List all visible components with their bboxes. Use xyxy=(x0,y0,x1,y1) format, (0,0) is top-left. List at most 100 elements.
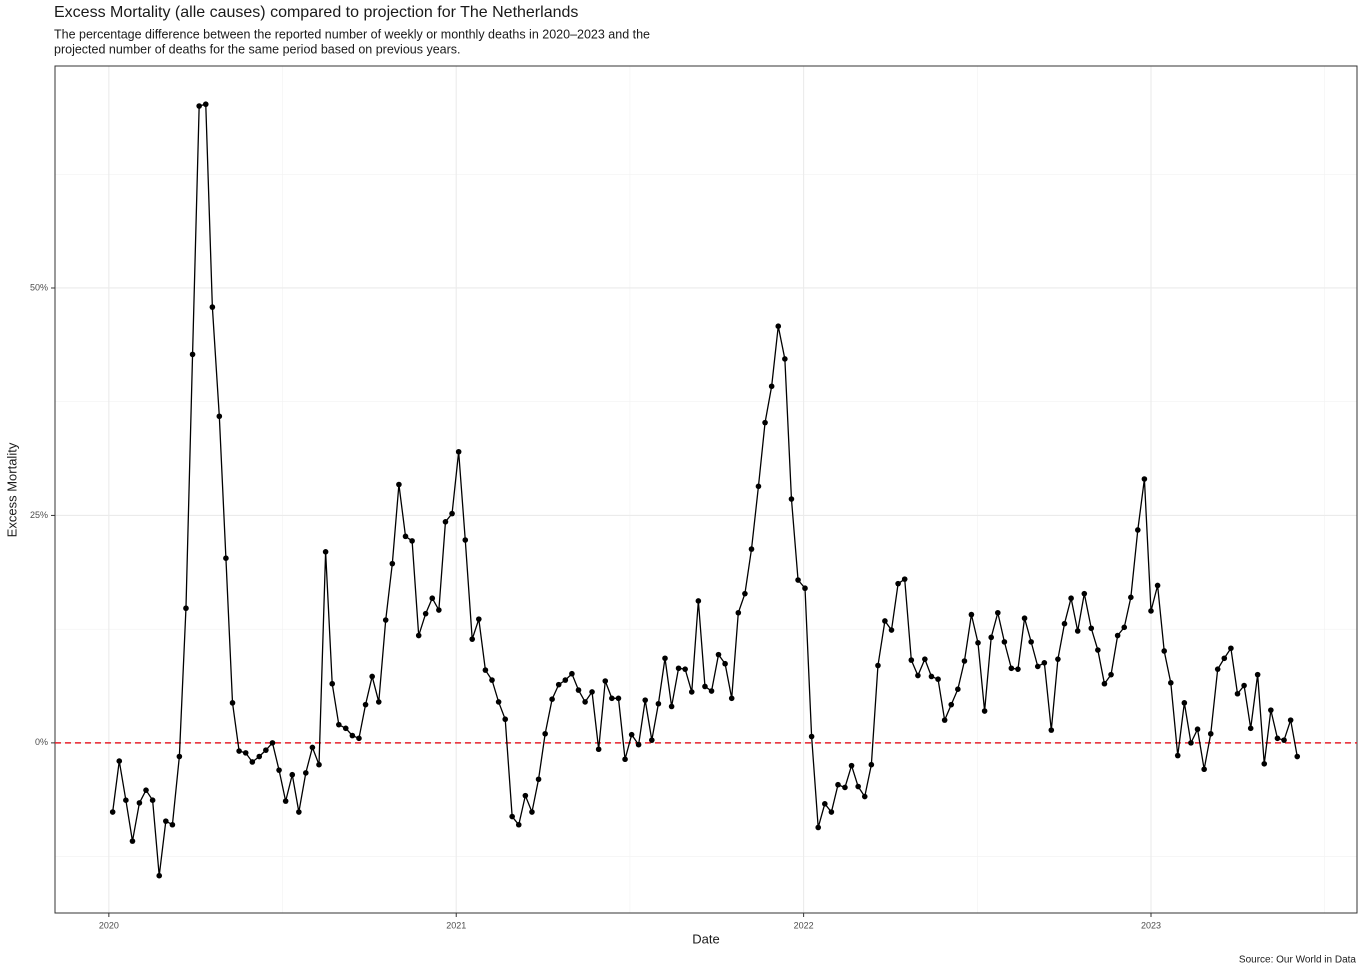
data-point xyxy=(642,697,649,703)
data-point xyxy=(755,483,762,490)
data-point xyxy=(1001,639,1008,645)
data-point xyxy=(495,699,502,705)
data-point xyxy=(309,744,316,751)
data-point xyxy=(429,595,436,602)
data-point xyxy=(482,667,489,673)
x-tick-label: 2020 xyxy=(99,920,119,930)
data-point xyxy=(808,733,815,740)
data-point xyxy=(535,776,542,783)
data-point xyxy=(375,699,382,705)
data-point xyxy=(129,838,136,844)
data-point xyxy=(609,695,615,702)
data-point xyxy=(183,605,189,612)
data-point xyxy=(555,681,562,688)
data-point xyxy=(782,356,788,362)
data-point xyxy=(282,798,289,804)
data-point xyxy=(1168,680,1174,686)
data-point xyxy=(515,821,522,828)
data-point xyxy=(708,688,715,694)
data-point xyxy=(875,662,881,669)
data-point xyxy=(735,609,742,616)
data-point xyxy=(542,730,548,737)
data-point xyxy=(575,687,582,693)
data-point xyxy=(1074,628,1081,634)
data-point xyxy=(502,716,509,723)
data-point xyxy=(209,304,216,310)
data-point xyxy=(1041,660,1048,666)
data-point xyxy=(562,677,569,683)
data-point xyxy=(303,770,309,776)
data-point xyxy=(775,323,782,329)
data-point xyxy=(176,753,183,760)
data-point xyxy=(342,725,349,732)
data-point xyxy=(269,740,276,746)
data-point xyxy=(442,518,449,525)
data-point xyxy=(509,813,515,820)
data-point xyxy=(469,636,476,642)
data-point xyxy=(655,700,662,707)
y-axis-label: Excess Mortality xyxy=(4,442,19,537)
data-point xyxy=(1101,680,1108,687)
data-point xyxy=(362,701,369,708)
data-point xyxy=(223,555,229,561)
data-point xyxy=(116,758,123,764)
data-point xyxy=(822,801,828,807)
data-point xyxy=(728,695,735,702)
data-point xyxy=(1254,671,1261,678)
chart-subtitle: projected number of deaths for the same … xyxy=(54,42,461,56)
data-point xyxy=(436,607,442,613)
data-point xyxy=(336,721,342,728)
data-point xyxy=(402,533,409,540)
data-point xyxy=(848,762,855,769)
data-point xyxy=(196,103,202,109)
data-point xyxy=(149,797,156,803)
data-point xyxy=(695,598,702,604)
data-point xyxy=(975,639,981,646)
data-point xyxy=(1228,645,1234,652)
data-point xyxy=(1008,665,1015,672)
data-point xyxy=(961,658,968,664)
data-point xyxy=(1061,620,1068,627)
data-point xyxy=(289,771,296,778)
data-point xyxy=(163,818,169,824)
data-point xyxy=(835,781,841,788)
data-point xyxy=(988,634,995,641)
data-point xyxy=(316,761,322,768)
data-point xyxy=(908,657,915,663)
data-point xyxy=(1021,615,1028,622)
data-point xyxy=(322,549,329,555)
data-point xyxy=(762,419,768,426)
data-point xyxy=(249,759,256,765)
data-point xyxy=(788,496,795,502)
data-point xyxy=(409,538,415,544)
data-point xyxy=(489,677,495,683)
data-point xyxy=(202,101,209,108)
data-point xyxy=(1188,740,1194,746)
data-point xyxy=(795,577,801,583)
data-point xyxy=(688,689,695,695)
data-point xyxy=(569,670,575,677)
chart-subtitle: The percentage difference between the re… xyxy=(54,27,650,41)
x-tick-label: 2023 xyxy=(1141,920,1161,930)
data-point xyxy=(895,580,901,587)
data-point xyxy=(628,731,635,738)
data-point xyxy=(216,413,223,420)
data-point xyxy=(589,689,595,695)
data-point xyxy=(955,686,961,692)
data-point xyxy=(422,610,429,617)
data-point xyxy=(349,732,356,739)
data-point xyxy=(582,699,588,705)
x-axis-label: Date xyxy=(692,931,719,946)
data-point xyxy=(1148,608,1154,614)
data-point xyxy=(1181,700,1188,706)
data-point xyxy=(529,809,535,815)
data-point xyxy=(662,655,668,662)
data-point xyxy=(1121,624,1128,631)
data-point xyxy=(1214,666,1221,672)
data-point xyxy=(169,821,176,828)
data-point xyxy=(1095,647,1101,653)
data-point xyxy=(768,383,775,390)
data-point xyxy=(1207,730,1214,737)
data-point xyxy=(1281,737,1287,743)
